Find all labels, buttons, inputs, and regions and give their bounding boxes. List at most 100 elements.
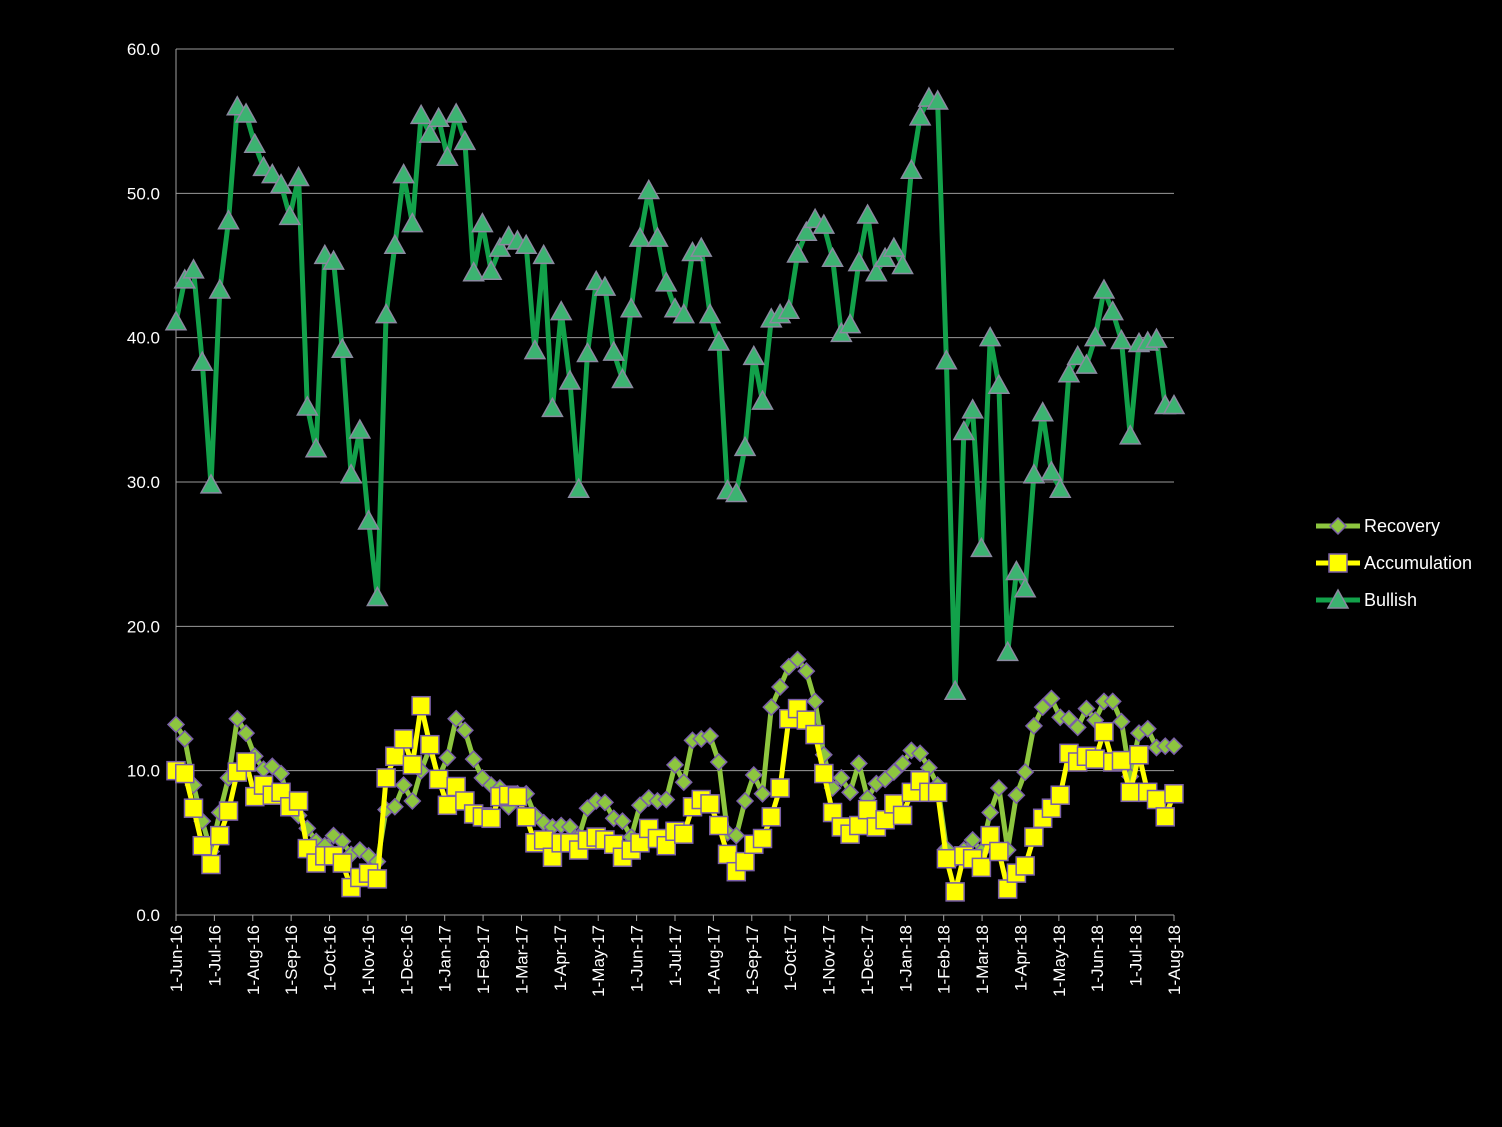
data-point-recovery — [236, 724, 256, 743]
data-point-recovery — [1077, 699, 1096, 718]
data-point-accumulation — [1024, 827, 1044, 847]
data-point-bullish — [619, 297, 643, 318]
data-point-accumulation — [332, 853, 353, 873]
data-point-bullish — [243, 132, 267, 154]
data-point-recovery — [989, 778, 1008, 798]
data-point-recovery — [709, 752, 728, 772]
data-point-bullish — [348, 418, 372, 439]
data-point-bullish — [637, 178, 661, 200]
data-point-bullish — [576, 341, 599, 363]
data-point-bullish — [173, 268, 197, 289]
data-point-recovery — [700, 726, 720, 746]
data-point-accumulation — [814, 763, 834, 784]
data-point-bullish — [1092, 278, 1116, 299]
data-point-bullish — [786, 242, 809, 263]
data-point-bullish — [611, 367, 634, 389]
data-point-accumulation — [717, 844, 738, 865]
legend-swatch-marker — [1328, 516, 1348, 536]
data-point-bullish — [970, 536, 993, 558]
data-point-bullish — [1101, 300, 1124, 321]
data-point-accumulation — [533, 830, 554, 850]
data-point-recovery — [1164, 737, 1184, 756]
data-point-accumulation — [210, 825, 230, 846]
data-point-bullish — [698, 303, 722, 324]
y-tick-label: 30.0 — [127, 473, 160, 492]
data-point-bullish — [1048, 477, 1072, 498]
data-point-bullish — [707, 330, 731, 351]
data-point-recovery — [271, 764, 291, 783]
legend-item-accumulation: Accumulation — [1316, 553, 1472, 573]
data-point-bullish — [1145, 327, 1168, 348]
data-point-bullish — [961, 398, 984, 419]
data-point-bullish — [217, 209, 240, 230]
y-tick-label: 60.0 — [127, 40, 160, 59]
data-point-bullish — [891, 253, 914, 275]
data-point-accumulation — [402, 755, 423, 775]
data-point-bullish — [593, 275, 617, 296]
x-tick-label: 1-Sep-16 — [282, 925, 301, 995]
x-tick-label: 1-Jul-16 — [205, 925, 224, 986]
data-point-recovery — [455, 721, 474, 740]
data-point-bullish — [1066, 344, 1089, 366]
legend-label: Recovery — [1364, 516, 1440, 536]
data-point-recovery — [403, 791, 422, 811]
data-point-recovery — [911, 744, 930, 763]
data-point-recovery — [438, 748, 457, 767]
data-point-recovery — [788, 650, 807, 669]
data-point-recovery — [657, 790, 676, 809]
data-point-recovery — [1103, 692, 1122, 711]
data-point-bullish — [1110, 329, 1133, 350]
data-point-bullish — [952, 419, 976, 441]
data-point-accumulation — [385, 746, 405, 766]
data-point-bullish — [821, 246, 844, 268]
data-point-recovery — [394, 776, 413, 795]
data-point-bullish — [269, 173, 293, 194]
data-point-accumulation — [927, 782, 948, 803]
x-axis-tick-labels: 1-Jun-16 1-Jul-16 1-Aug-16 1-Sep-16 1-Oct-16… — [167, 925, 1184, 997]
data-point-bullish — [847, 251, 871, 272]
x-tick-label: 1-Oct-16 — [321, 925, 340, 991]
data-point-bullish — [296, 395, 319, 416]
x-tick-label: 1-Aug-16 — [244, 925, 263, 995]
data-point-accumulation — [481, 808, 501, 829]
x-tick-label: 1-Jul-18 — [1127, 925, 1146, 986]
x-tick-label: 1-Jun-16 — [167, 925, 186, 992]
x-tick-label: 1-Aug-18 — [1165, 925, 1184, 995]
data-point-recovery — [753, 784, 772, 803]
legend-label: Bullish — [1364, 590, 1417, 610]
data-point-bullish — [1040, 460, 1063, 481]
data-point-recovery — [841, 783, 860, 802]
data-point-recovery — [595, 793, 615, 812]
y-tick-label: 0.0 — [136, 906, 160, 925]
data-point-accumulation — [175, 763, 195, 784]
data-point-bullish — [900, 158, 923, 179]
data-point-bullish — [935, 349, 958, 370]
data-point-recovery — [674, 773, 693, 792]
data-point-accumulation — [752, 828, 773, 849]
data-point-recovery — [665, 755, 685, 774]
data-point-recovery — [1024, 716, 1043, 735]
data-point-accumulation — [770, 778, 790, 798]
data-point-bullish — [1005, 559, 1028, 581]
data-point-accumulation — [201, 854, 221, 875]
data-point-bullish — [366, 585, 389, 607]
series-accumulation — [166, 695, 1184, 902]
data-point-recovery — [727, 826, 746, 845]
x-tick-label: 1-Jan-18 — [896, 925, 915, 992]
data-point-bullish — [628, 226, 652, 247]
data-point-accumulation — [857, 799, 878, 820]
data-point-accumulation — [709, 815, 729, 836]
data-point-recovery — [1112, 712, 1131, 731]
data-point-accumulation — [507, 786, 528, 807]
data-point-bullish — [838, 313, 862, 334]
y-axis-tick-labels: 0.0 10.0 20.0 30.0 40.0 50.0 60.0 — [127, 40, 160, 925]
data-point-accumulation — [1015, 856, 1035, 876]
data-point-bullish — [401, 212, 424, 233]
data-point-bullish — [322, 249, 345, 270]
data-point-bullish — [261, 163, 284, 184]
data-point-accumulation — [236, 752, 256, 772]
legend-swatch-marker — [1326, 588, 1350, 609]
data-point-bullish — [978, 326, 1002, 347]
x-tick-label: 1-Mar-18 — [973, 925, 992, 994]
